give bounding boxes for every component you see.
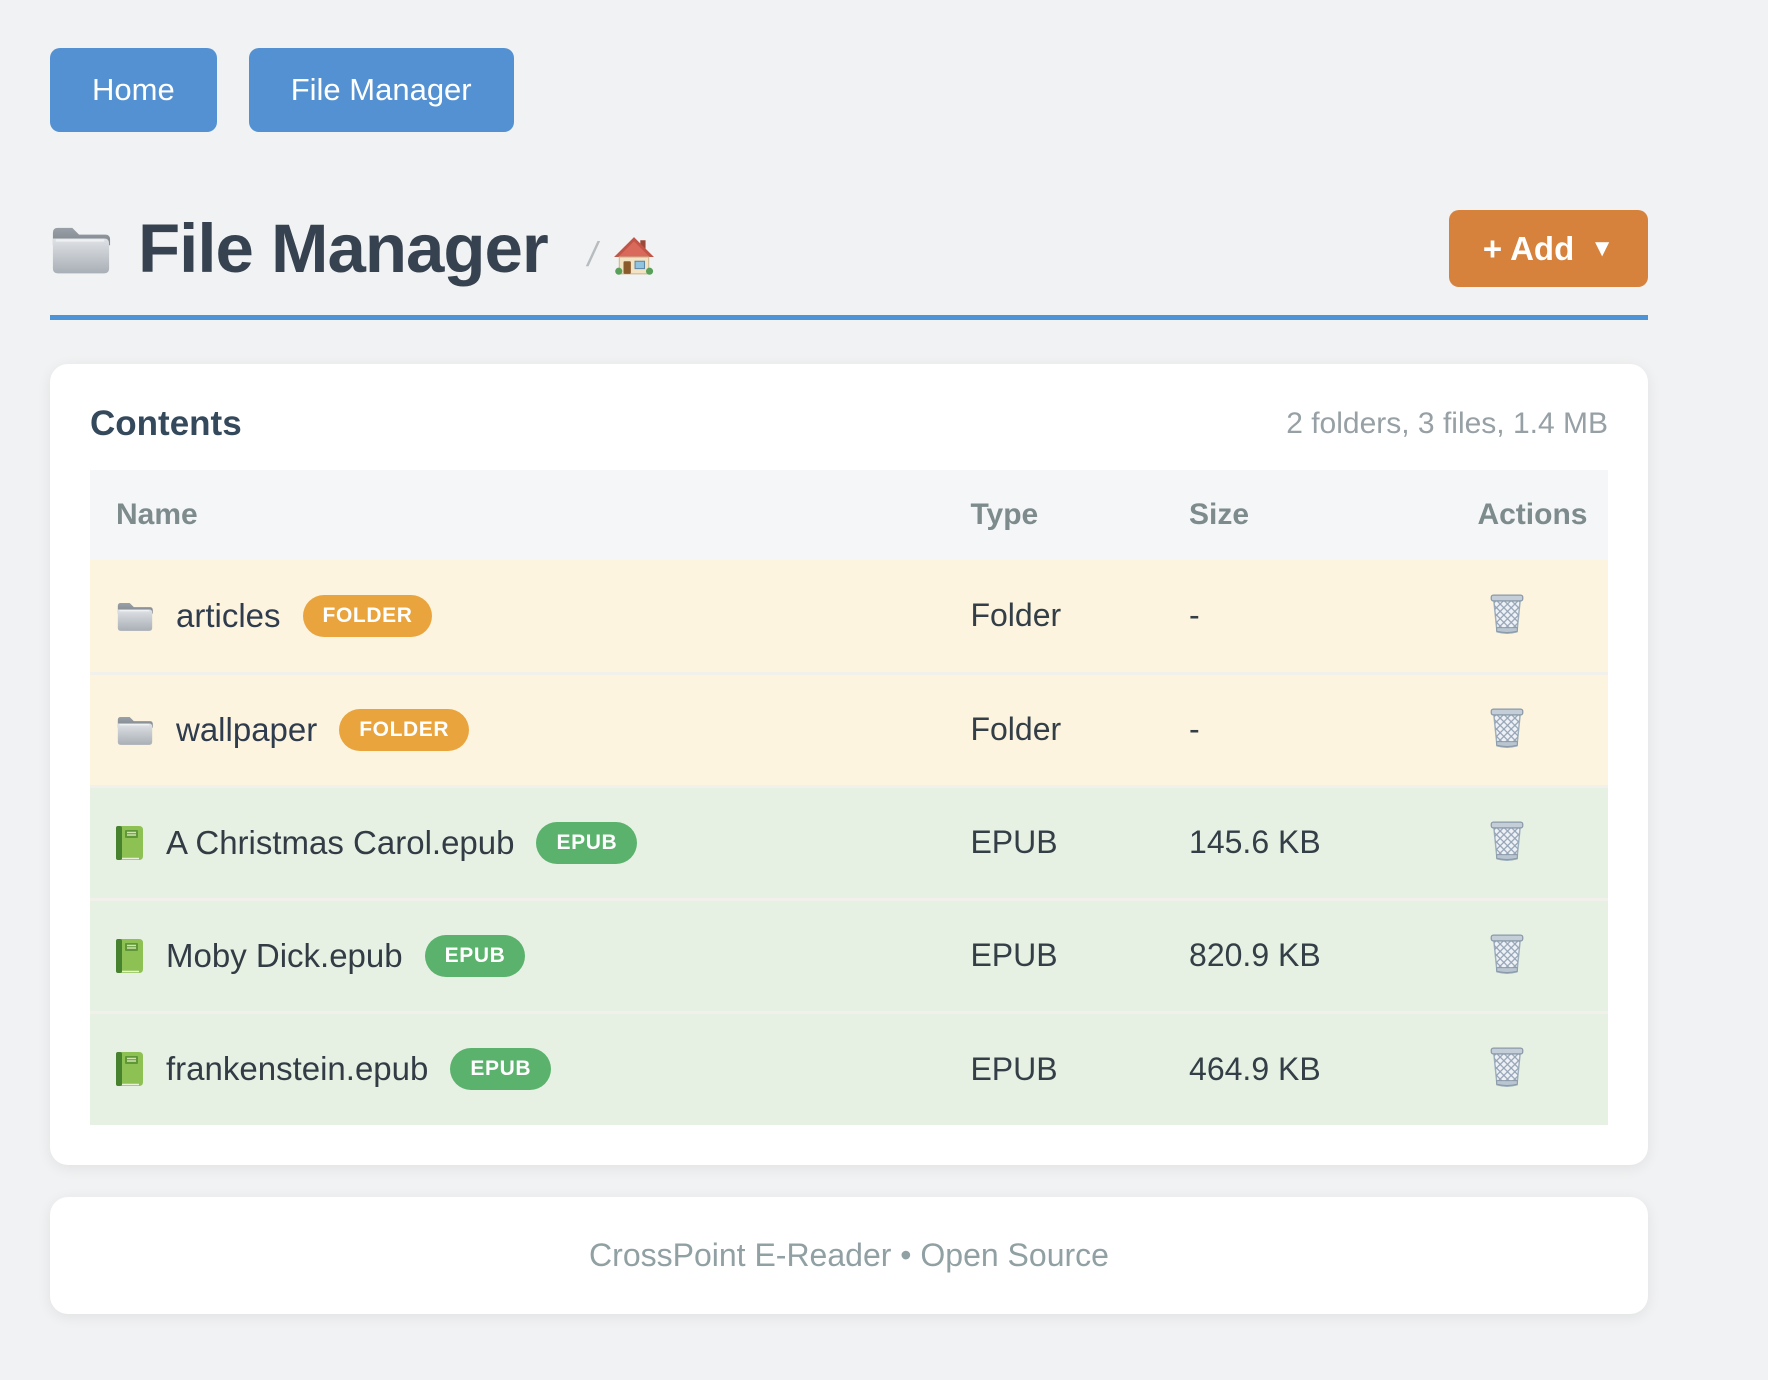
table-row: Moby Dick.epub EPUB EPUB 820.9 KB <box>90 899 1608 1012</box>
file-type: Folder <box>970 560 1190 673</box>
green-book-icon <box>116 1051 144 1087</box>
footer-card: CrossPoint E-Reader • Open Source <box>50 1197 1648 1314</box>
wastebasket-icon <box>1489 1046 1525 1088</box>
folder-icon <box>116 600 154 632</box>
type-badge: FOLDER <box>302 594 433 637</box>
table-row: frankenstein.epub EPUB EPUB 464.9 KB <box>90 1012 1608 1125</box>
table-row: articles FOLDER Folder - <box>90 560 1608 673</box>
file-name[interactable]: Moby Dick.epub <box>166 936 403 974</box>
table-row: A Christmas Carol.epub EPUB EPUB 145.6 K… <box>90 786 1608 899</box>
page-container: Home File Manager File Manager / <box>50 0 1648 1314</box>
type-badge: FOLDER <box>339 708 470 751</box>
wastebasket-icon <box>1489 933 1525 975</box>
delete-button[interactable] <box>1485 589 1529 639</box>
contents-card-header: Contents 2 folders, 3 files, 1.4 MB <box>90 404 1608 444</box>
folder-icon <box>116 714 154 746</box>
file-type: Folder <box>970 673 1190 786</box>
delete-button[interactable] <box>1485 816 1529 866</box>
breadcrumb: / <box>588 235 655 277</box>
wastebasket-icon <box>1489 593 1525 635</box>
wastebasket-icon <box>1489 820 1525 862</box>
contents-summary: 2 folders, 3 files, 1.4 MB <box>1286 407 1608 440</box>
delete-button[interactable] <box>1485 1042 1529 1092</box>
file-name[interactable]: wallpaper <box>176 710 318 748</box>
table-row: wallpaper FOLDER Folder - <box>90 673 1608 786</box>
add-button[interactable]: + Add ▼ <box>1448 210 1648 287</box>
page-title: File Manager <box>138 210 549 287</box>
footer-text: CrossPoint E-Reader • Open Source <box>589 1237 1109 1273</box>
file-manager-button[interactable]: File Manager <box>248 48 514 132</box>
type-badge: EPUB <box>424 934 526 977</box>
type-badge: EPUB <box>450 1048 552 1091</box>
file-name[interactable]: articles <box>176 596 281 634</box>
green-book-icon <box>116 938 144 974</box>
column-header-type: Type <box>970 470 1190 560</box>
type-badge: EPUB <box>536 821 638 864</box>
title-wrap: File Manager / <box>50 214 655 283</box>
home-icon <box>613 236 655 280</box>
delete-button[interactable] <box>1485 929 1529 979</box>
column-header-size: Size <box>1189 470 1478 560</box>
top-nav: Home File Manager <box>50 0 1648 132</box>
green-book-icon <box>116 825 144 861</box>
file-type: EPUB <box>970 899 1190 1012</box>
contents-heading: Contents <box>90 404 242 443</box>
file-size: - <box>1189 673 1478 786</box>
file-size: - <box>1189 560 1478 673</box>
contents-card: Contents 2 folders, 3 files, 1.4 MB Name… <box>50 364 1648 1165</box>
page-header: File Manager / <box>50 210 1648 287</box>
file-size: 145.6 KB <box>1189 786 1478 899</box>
breadcrumb-separator: / <box>587 236 598 274</box>
file-type: EPUB <box>970 1012 1190 1125</box>
file-type: EPUB <box>970 786 1190 899</box>
column-header-name: Name <box>90 470 971 560</box>
folder-icon <box>50 223 112 275</box>
title-underline <box>50 315 1648 320</box>
home-button[interactable]: Home <box>50 48 217 132</box>
column-header-actions: Actions <box>1477 470 1608 560</box>
breadcrumb-home-link[interactable] <box>613 235 655 277</box>
add-button-label: + Add <box>1482 229 1575 267</box>
file-name[interactable]: frankenstein.epub <box>166 1050 429 1088</box>
delete-button[interactable] <box>1485 703 1529 753</box>
file-table: Name Type Size Actions <box>90 470 1608 1125</box>
wastebasket-icon <box>1489 707 1525 749</box>
file-size: 464.9 KB <box>1189 1012 1478 1125</box>
table-body: articles FOLDER Folder - <box>90 560 1608 1125</box>
table-header-row: Name Type Size Actions <box>90 470 1608 560</box>
file-name[interactable]: A Christmas Carol.epub <box>166 823 515 861</box>
file-size: 820.9 KB <box>1189 899 1478 1012</box>
caret-down-icon: ▼ <box>1590 234 1614 262</box>
